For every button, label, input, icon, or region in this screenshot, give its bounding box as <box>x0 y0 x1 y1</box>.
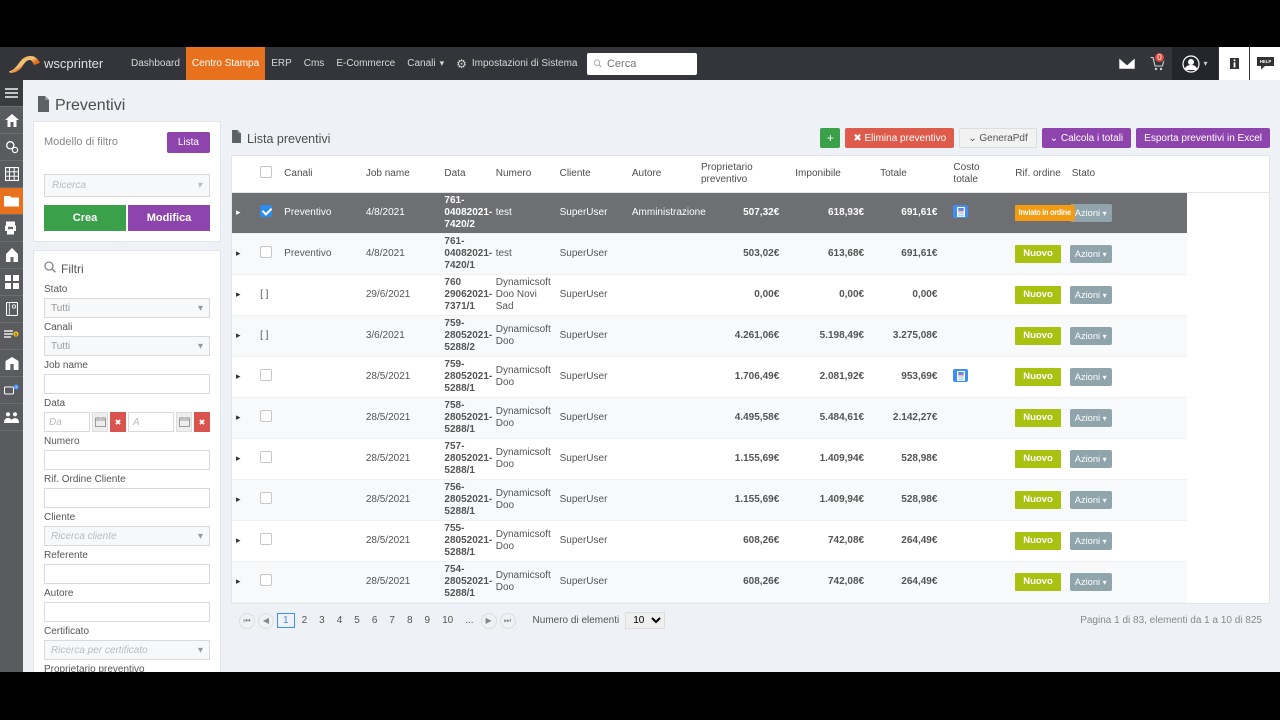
svg-text:HELP: HELP <box>1259 59 1271 64</box>
svg-text:$: $ <box>15 332 17 336</box>
